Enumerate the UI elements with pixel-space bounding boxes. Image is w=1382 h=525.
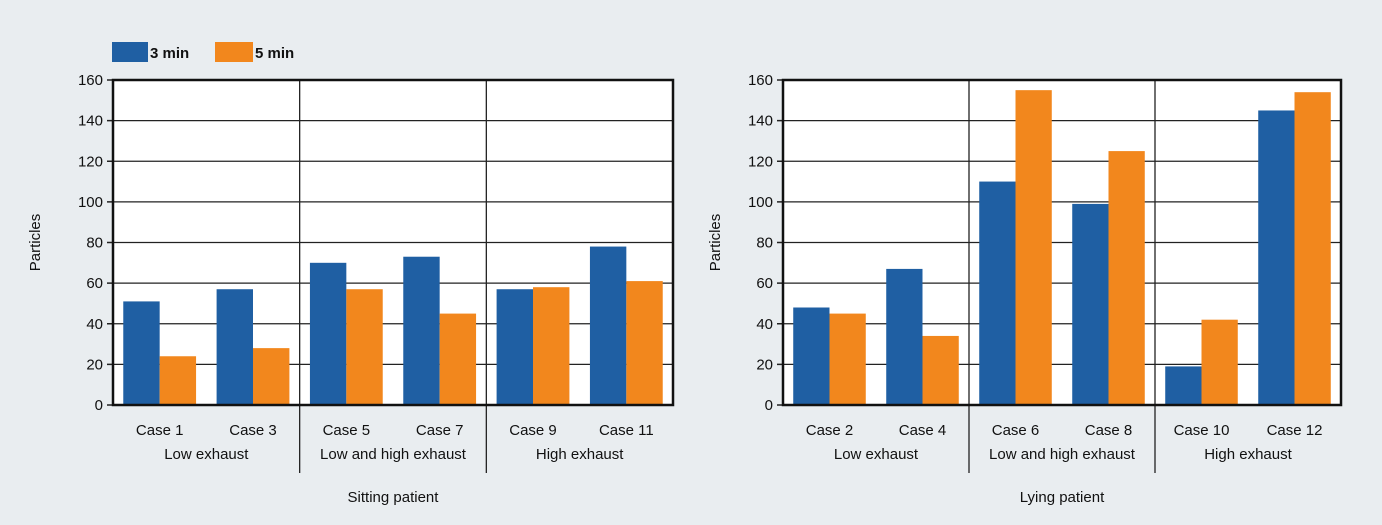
bar-case-7-5min bbox=[439, 313, 477, 405]
y-tick-label: 0 bbox=[765, 397, 773, 414]
bar-case-6-3min bbox=[979, 181, 1016, 405]
x-tick-label: Case 4 bbox=[899, 422, 947, 439]
legend-label-5min: 5 min bbox=[255, 45, 294, 62]
y-tick-label: 40 bbox=[756, 316, 773, 333]
bar-case-7-3min bbox=[403, 256, 440, 405]
y-tick-label: 100 bbox=[748, 194, 773, 211]
x-tick-label: Case 10 bbox=[1174, 422, 1230, 439]
x-tick-label: Case 9 bbox=[509, 422, 557, 439]
x-tick-label: Case 11 bbox=[599, 422, 654, 439]
bar-case-8-5min bbox=[1108, 151, 1145, 405]
bar-case-2-5min bbox=[829, 313, 866, 405]
y-tick-label: 120 bbox=[78, 153, 103, 170]
group-label: Low and high exhaust bbox=[989, 446, 1136, 463]
y-axis-label: Particles bbox=[707, 214, 724, 272]
y-tick-label: 80 bbox=[86, 235, 103, 252]
bar-case-1-5min bbox=[159, 356, 197, 405]
y-tick-label: 140 bbox=[78, 113, 103, 130]
x-tick-label: Case 2 bbox=[806, 422, 854, 439]
legend-label-3min: 3 min bbox=[150, 45, 189, 62]
y-tick-label: 100 bbox=[78, 194, 103, 211]
x-tick-label: Case 5 bbox=[323, 422, 371, 439]
y-tick-label: 60 bbox=[86, 275, 103, 292]
bar-case-1-3min bbox=[123, 301, 160, 405]
y-tick-label: 80 bbox=[756, 235, 773, 252]
y-tick-label: 0 bbox=[95, 397, 103, 414]
y-tick-label: 20 bbox=[86, 356, 103, 373]
y-tick-label: 60 bbox=[756, 275, 773, 292]
y-tick-label: 120 bbox=[748, 153, 773, 170]
legend-swatch-3min bbox=[112, 42, 148, 62]
x-tick-label: Case 6 bbox=[992, 422, 1040, 439]
y-tick-label: 160 bbox=[78, 72, 103, 89]
y-tick-label: 160 bbox=[748, 72, 773, 89]
bar-case-3-5min bbox=[253, 348, 290, 405]
bar-case-11-5min bbox=[626, 281, 663, 405]
group-label: High exhaust bbox=[1204, 446, 1292, 463]
x-tick-label: Case 1 bbox=[136, 422, 184, 439]
y-tick-label: 20 bbox=[756, 356, 773, 373]
x-tick-label: Case 8 bbox=[1085, 422, 1133, 439]
bar-case-9-3min bbox=[496, 289, 533, 405]
group-label: Low exhaust bbox=[834, 446, 919, 463]
bar-case-10-5min bbox=[1201, 319, 1238, 405]
bar-case-9-5min bbox=[533, 287, 570, 405]
x-tick-label: Case 3 bbox=[229, 422, 277, 439]
plot-frame bbox=[781, 78, 1343, 407]
bar-case-4-5min bbox=[922, 335, 959, 405]
y-tick-label: 140 bbox=[748, 113, 773, 130]
bar-case-2-3min bbox=[793, 307, 830, 405]
group-label: Low exhaust bbox=[164, 446, 249, 463]
chart-sitting-patient: 0 20 40 60 80 100 120 140 160 Case 1 Case 3 Case 5 C… bbox=[27, 72, 675, 506]
y-tick-label: 40 bbox=[86, 316, 103, 333]
x-tick-label: Case 12 bbox=[1267, 422, 1323, 439]
legend: 3 min 5 min bbox=[112, 42, 294, 62]
bar-case-12-3min bbox=[1258, 110, 1295, 405]
bar-case-5-3min bbox=[309, 262, 347, 405]
x-tick-label: Case 7 bbox=[416, 422, 464, 439]
bar-case-11-3min bbox=[589, 246, 627, 405]
group-label: High exhaust bbox=[536, 446, 624, 463]
bar-case-6-5min bbox=[1015, 90, 1052, 405]
bar-case-4-3min bbox=[886, 268, 923, 405]
bar-case-5-5min bbox=[346, 289, 383, 405]
bar-case-12-5min bbox=[1294, 92, 1331, 405]
legend-swatch-5min bbox=[215, 42, 253, 62]
bar-case-10-3min bbox=[1165, 366, 1202, 405]
bar-case-3-3min bbox=[216, 289, 253, 405]
plot-frame bbox=[111, 78, 675, 407]
y-axis-label: Particles bbox=[27, 214, 44, 272]
x-axis-title: Lying patient bbox=[1020, 489, 1105, 506]
group-label: Low and high exhaust bbox=[320, 446, 467, 463]
bar-case-8-3min bbox=[1072, 203, 1109, 405]
x-axis-title: Sitting patient bbox=[348, 489, 440, 506]
chart-lying-patient: 0 20 40 60 80 100 120 140 160 Case 2 Case 4 Case 6 C… bbox=[707, 72, 1343, 506]
